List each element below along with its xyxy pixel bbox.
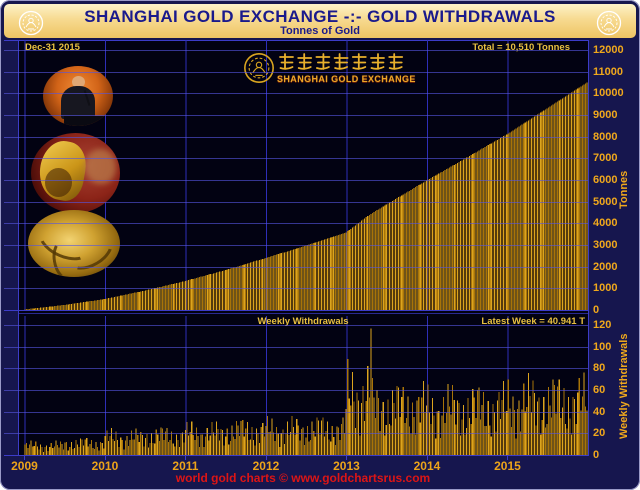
top-ytick-8000: 8000 [593,130,618,143]
year-label-2014: 2014 [413,459,441,473]
sge-seal-icon [18,10,44,36]
bottom-gridline-120 [4,325,588,326]
bottom-gridline-100 [4,346,588,348]
right-axis [588,40,589,456]
year-tick-2015 [507,456,509,460]
top-ytick-10000: 10000 [593,87,624,100]
bottom-ytick-60: 60 [593,384,606,396]
top-ytick-3000: 3000 [593,239,618,251]
top-ytick-9000: 9000 [593,109,618,121]
top-gridline-8000 [4,136,588,138]
top-ytick-6000: 6000 [593,174,618,186]
top-ytick-7000: 7000 [593,152,618,165]
watermark-chinese-text [279,53,404,70]
year-tick-2010 [104,456,106,460]
bottom-ytick-100: 100 [593,340,612,353]
year-label-2010: 2010 [91,459,119,473]
total-annotation: Total = 10,510 Tonnes [472,42,570,53]
gold-dragon-photo [28,210,120,277]
top-gridline-11000 [4,71,588,73]
top-ytick-5000: 5000 [593,195,618,208]
bottom-ytick-40: 40 [593,405,606,418]
year-label-2012: 2012 [252,459,280,473]
top-ytick-11000: 11000 [593,65,623,78]
top-gridline-2000 [4,266,588,268]
watermark-seal-icon [244,53,274,83]
top-ytick-1000: 1000 [593,282,618,295]
top-gridline-9000 [4,115,588,116]
year-tick-2013 [346,456,348,460]
bust-shadow [45,168,72,197]
speaker-photo [43,66,113,126]
top-plot-zero-axis [4,310,588,311]
top-gridline-3000 [4,245,588,246]
top-gridline-6000 [4,180,588,181]
background-portrait [85,149,116,185]
left-axis [18,40,19,456]
top-plot-top-border [4,40,588,41]
year-tick-2014 [426,456,428,460]
sge-seal-icon [596,10,622,36]
date-annotation: Dec-31 2015 [25,42,80,53]
chart-subtitle: Tonnes of Gold [280,25,360,37]
watermark-english-text: SHANGHAI GOLD EXCHANGE [277,74,416,84]
watermark-logo: SHANGHAI GOLD EXCHANGE [243,52,415,90]
weekly-series-label: Weekly Withdrawals [257,316,349,327]
year-tick-2009 [24,456,26,460]
bottom-ytick-120: 120 [593,319,612,331]
bottom-ytick-0: 0 [593,449,600,461]
podium [64,116,105,126]
bottom-gridline-80 [4,368,588,370]
chart-title: SHANGHAI GOLD EXCHANGE -:- GOLD WITHDRAW… [84,7,556,26]
year-label-2009: 2009 [11,459,38,473]
bottom-ytick-80: 80 [593,362,606,375]
year-tick-2012 [265,456,267,460]
speaker-head [71,75,85,89]
top-ytick-0: 0 [593,304,600,316]
top-gridline-12000 [4,50,588,51]
bottom-ytick-20: 20 [593,427,606,440]
chart-header: SHANGHAI GOLD EXCHANGE -:- GOLD WITHDRAW… [4,4,636,38]
top-gridline-10000 [4,93,588,95]
top-ytick-4000: 4000 [593,217,618,230]
source-credit: world gold charts © www.goldchartsrus.co… [175,471,431,485]
top-ytick-12000: 12000 [593,44,624,56]
bottom-gridline-40 [4,411,588,413]
cumulative-withdrawals-chart [24,40,588,310]
top-gridline-1000 [4,288,588,290]
top-gridline-7000 [4,158,588,160]
top-gridline-4000 [4,223,588,225]
year-tick-2011 [185,456,187,460]
bottom-gridline-20 [4,433,588,435]
bottom-plot-top-border [18,313,588,314]
bottom-plot-zero-axis [4,455,588,456]
gold-mao-bust-photo [31,133,120,213]
top-ytick-2000: 2000 [593,260,618,273]
year-label-2013: 2013 [333,459,360,473]
bottom-gridline-60 [4,390,588,391]
year-label-2011: 2011 [172,459,199,473]
top-gridline-5000 [4,201,588,203]
latest-week-annotation: Latest Week = 40.941 T [481,316,585,327]
year-label-2015: 2015 [494,459,521,473]
